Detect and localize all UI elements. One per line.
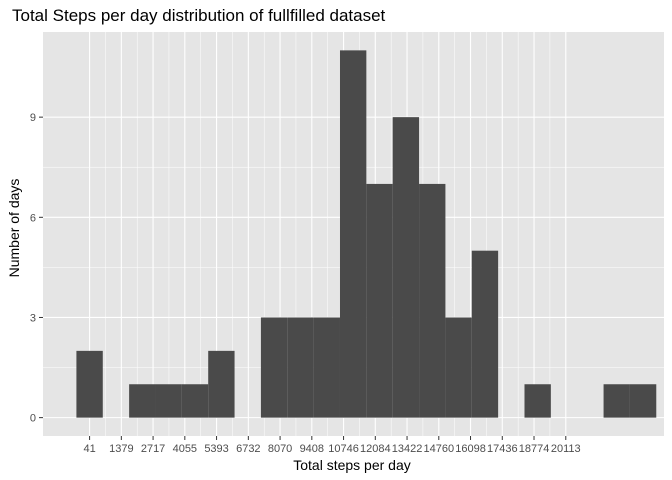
x-tick-label: 14760 (423, 443, 454, 455)
y-tick-label: 0 (30, 413, 36, 425)
x-tick-label: 18774 (519, 443, 550, 455)
y-axis-ticks: 0 3 6 9 (30, 112, 43, 425)
x-tick-label: 13422 (392, 443, 423, 455)
histogram-bar (76, 350, 103, 418)
y-tick-label: 6 (30, 212, 36, 224)
chart-title: Total Steps per day distribution of full… (12, 6, 386, 25)
y-tick-label: 3 (30, 312, 36, 324)
x-axis-title: Total steps per day (293, 457, 411, 473)
x-tick-label: 41 (83, 443, 95, 455)
x-tick-label: 17436 (487, 443, 518, 455)
histogram-bar (260, 317, 288, 418)
histogram-bars (76, 50, 657, 418)
histogram-bar (181, 384, 209, 418)
x-tick-label: 5393 (204, 443, 228, 455)
histogram-bar (313, 317, 340, 418)
histogram-bar (155, 384, 182, 418)
x-tick-label: 2717 (141, 443, 165, 455)
x-tick-label: 10746 (328, 443, 359, 455)
x-tick-label: 8070 (268, 443, 292, 455)
histogram-bar (524, 384, 551, 418)
y-tick-label: 9 (30, 112, 36, 124)
histogram-bar (208, 350, 235, 418)
x-tick-label: 16098 (455, 443, 486, 455)
histogram-bar (339, 50, 367, 418)
x-tick-label: 6732 (236, 443, 260, 455)
histogram-bar (287, 317, 314, 418)
histogram-bar (471, 250, 499, 418)
x-tick-label: 20113 (551, 443, 581, 455)
x-tick-label: 9408 (300, 443, 324, 455)
y-axis-title: Number of days (6, 179, 22, 278)
x-axis-ticks: 41 1379 2717 4055 5393 6732 8070 9408 10746 12084… (83, 436, 581, 455)
histogram-bar (129, 384, 156, 418)
histogram-bar (629, 384, 657, 418)
histogram-bar (419, 183, 446, 418)
x-tick-label: 4055 (173, 443, 197, 455)
histogram-bar (445, 317, 472, 418)
x-tick-label: 1379 (109, 443, 133, 455)
histogram-bar (603, 384, 630, 418)
x-tick-label: 12084 (360, 443, 391, 455)
histogram-bar (366, 183, 393, 418)
histogram-bar (392, 117, 420, 418)
